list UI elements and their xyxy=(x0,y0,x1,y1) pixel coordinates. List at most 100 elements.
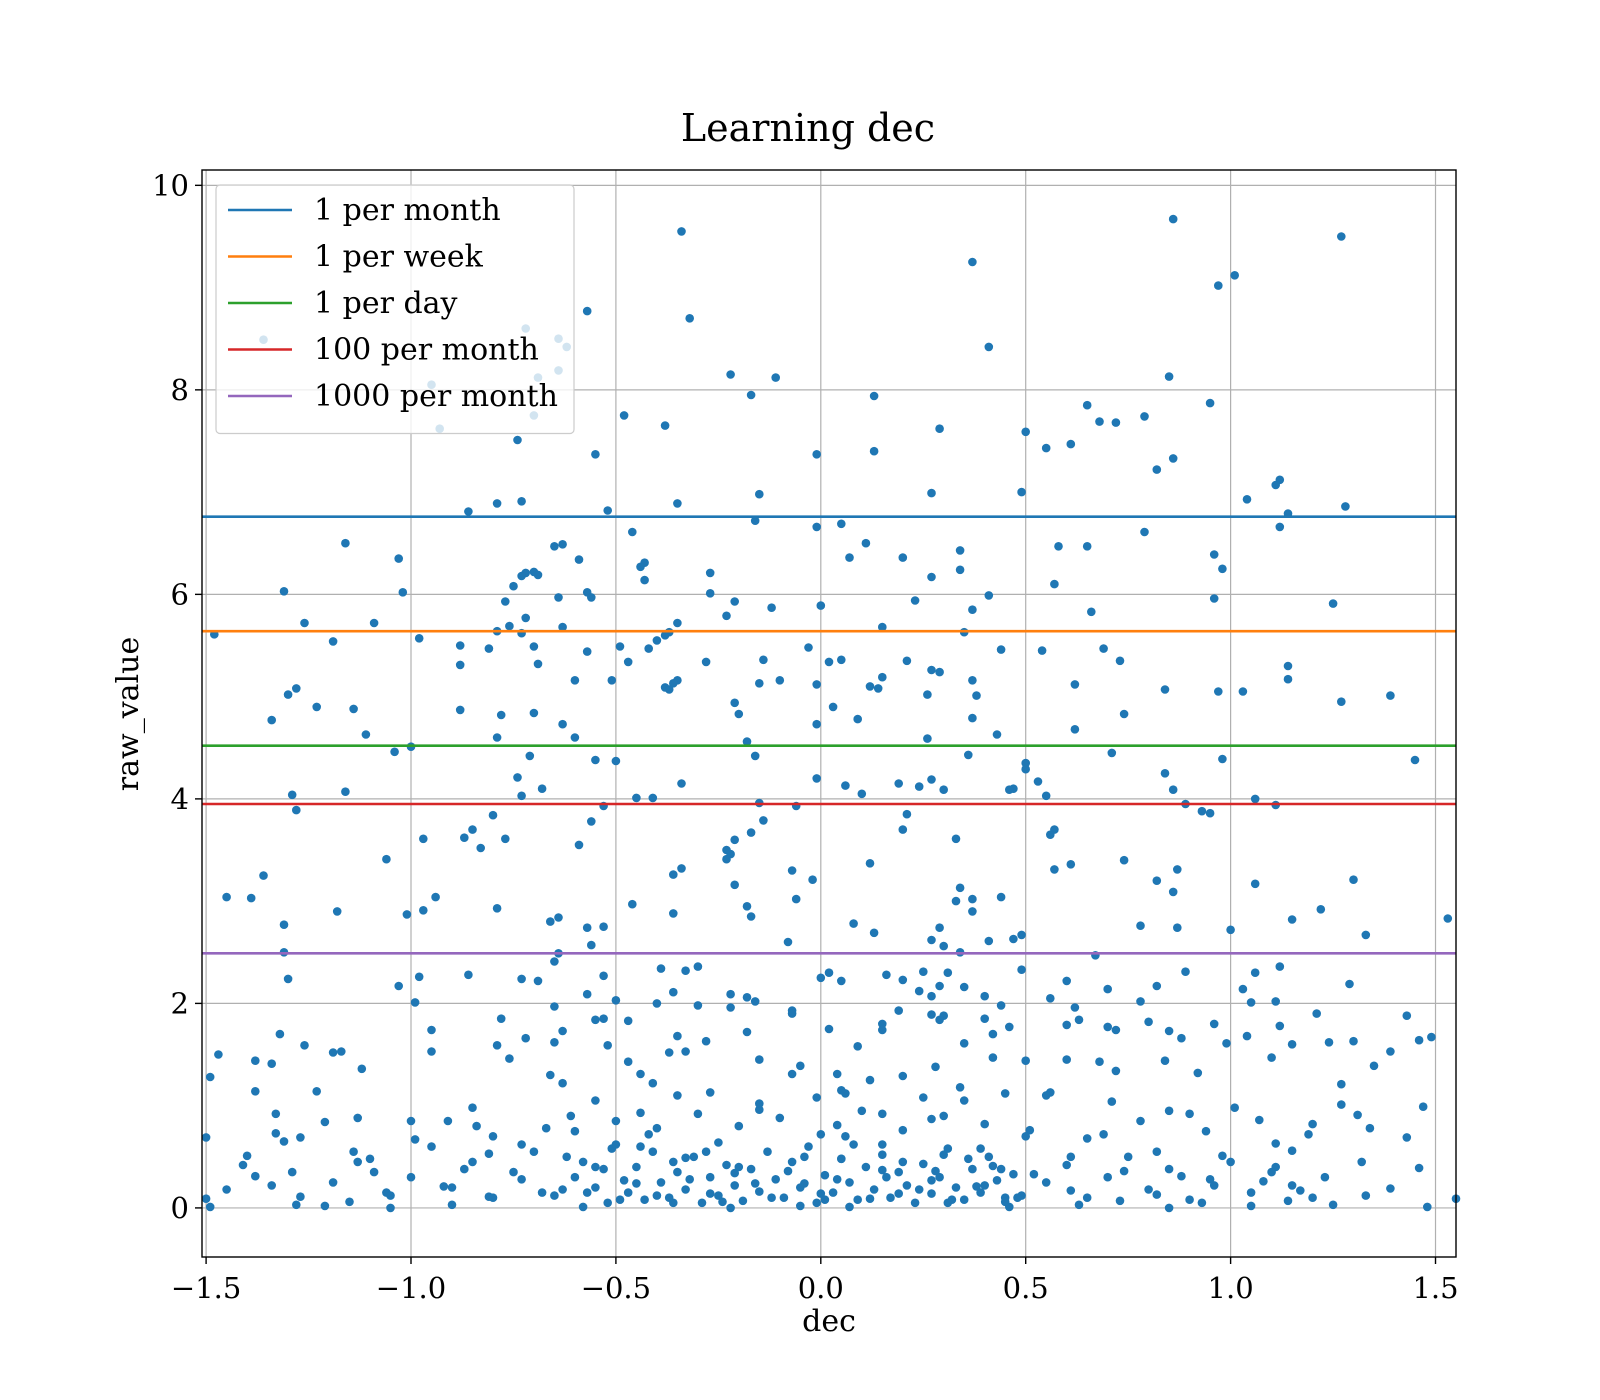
scatter-point xyxy=(599,922,608,931)
scatter-point xyxy=(636,1142,645,1151)
scatter-point xyxy=(664,1193,674,1202)
scatter-point xyxy=(1357,1157,1366,1167)
scatter-point xyxy=(673,499,682,508)
scatter-point xyxy=(832,1069,842,1079)
scatter-point xyxy=(591,1015,600,1025)
scatter-point xyxy=(1267,1167,1276,1177)
scatter-point xyxy=(603,506,612,515)
scatter-point xyxy=(951,1183,961,1192)
scatter-point xyxy=(734,709,744,719)
scatter-point xyxy=(734,1121,744,1131)
scatter-point xyxy=(406,1172,416,1182)
scatter-point xyxy=(222,892,231,902)
scatter-point xyxy=(853,1042,862,1051)
x-tick-label: 0.5 xyxy=(1003,1271,1049,1305)
scatter-point xyxy=(1005,1022,1014,1032)
scatter-point xyxy=(414,634,424,643)
scatter-point xyxy=(251,1171,260,1181)
scatter-point xyxy=(390,747,399,757)
scatter-point xyxy=(816,1130,826,1139)
y-tick-label: 2 xyxy=(171,986,189,1020)
scatter-point xyxy=(673,1167,682,1177)
scatter-point xyxy=(419,834,428,844)
scatter-point xyxy=(644,1130,653,1139)
scatter-point xyxy=(1152,1147,1162,1156)
scatter-point xyxy=(1095,417,1104,426)
scatter-point xyxy=(878,1165,887,1175)
scatter-point xyxy=(570,1126,580,1136)
scatter-point xyxy=(468,1103,477,1112)
scatter-point xyxy=(750,1179,760,1188)
scatter-point xyxy=(472,1121,481,1131)
scatter-point xyxy=(341,787,350,796)
scatter-point xyxy=(996,892,1006,902)
scatter-point xyxy=(1062,1020,1071,1030)
scatter-point xyxy=(1242,1031,1252,1041)
scatter-point xyxy=(853,1195,862,1204)
scatter-point xyxy=(1168,887,1178,897)
scatter-point xyxy=(669,870,678,879)
scatter-point xyxy=(927,1010,936,1019)
scatter-point xyxy=(849,1140,858,1149)
scatter-point xyxy=(1099,644,1108,653)
scatter-point xyxy=(648,1147,658,1156)
scatter-point xyxy=(427,1142,436,1151)
scatter-point xyxy=(619,1176,629,1185)
scatter-point xyxy=(726,1003,735,1012)
scatter-point xyxy=(796,1201,805,1211)
scatter-point xyxy=(968,257,977,267)
scatter-point xyxy=(763,1147,772,1156)
scatter-point xyxy=(972,1182,981,1191)
scatter-point xyxy=(222,1185,231,1194)
scatter-point xyxy=(328,1178,338,1187)
scatter-point xyxy=(599,1014,608,1023)
scatter-point xyxy=(923,690,932,699)
scatter-point xyxy=(1033,777,1043,786)
scatter-point xyxy=(730,880,739,890)
scatter-point xyxy=(980,991,989,1001)
scatter-point xyxy=(681,1185,690,1194)
scatter-point xyxy=(1337,697,1346,706)
scatter-point xyxy=(1041,443,1051,453)
scatter-point xyxy=(619,411,629,420)
scatter-point xyxy=(443,1116,453,1126)
data-points xyxy=(201,214,1461,1213)
scatter-point xyxy=(796,1183,805,1192)
scatter-point xyxy=(681,966,690,975)
scatter-point xyxy=(611,996,621,1005)
scatter-point xyxy=(746,912,756,921)
scatter-point xyxy=(1283,1196,1293,1206)
scatter-point xyxy=(623,1188,633,1197)
scatter-point xyxy=(869,391,879,401)
scatter-point xyxy=(1410,755,1420,765)
scatter-point xyxy=(726,370,735,379)
scatter-point xyxy=(857,1106,867,1116)
scatter-point xyxy=(1226,1157,1235,1167)
scatter-point xyxy=(787,866,797,875)
scatter-point xyxy=(1283,674,1293,684)
scatter-point xyxy=(636,1108,645,1118)
scatter-point xyxy=(611,1116,621,1126)
scatter-point xyxy=(968,713,977,723)
scatter-point xyxy=(677,779,686,788)
scatter-point xyxy=(898,553,908,562)
scatter-point xyxy=(554,913,563,922)
scatter-point xyxy=(1353,1110,1362,1120)
scatter-point xyxy=(541,1123,551,1133)
scatter-point xyxy=(1082,1193,1092,1202)
scatter-point xyxy=(742,902,752,911)
scatter-point xyxy=(513,773,522,782)
scatter-point xyxy=(369,618,379,628)
scatter-point xyxy=(1136,997,1145,1006)
scatter-point xyxy=(738,1196,748,1206)
scatter-point xyxy=(1173,923,1182,932)
scatter-point xyxy=(685,314,694,323)
scatter-point xyxy=(582,1188,592,1197)
legend-label: 1 per month xyxy=(314,193,501,228)
scatter-point xyxy=(410,1135,420,1144)
scatter-point xyxy=(1066,1186,1076,1195)
scatter-point xyxy=(775,676,785,685)
scatter-point xyxy=(919,1093,928,1102)
scatter-point xyxy=(1123,1152,1133,1162)
scatter-point xyxy=(812,680,821,689)
